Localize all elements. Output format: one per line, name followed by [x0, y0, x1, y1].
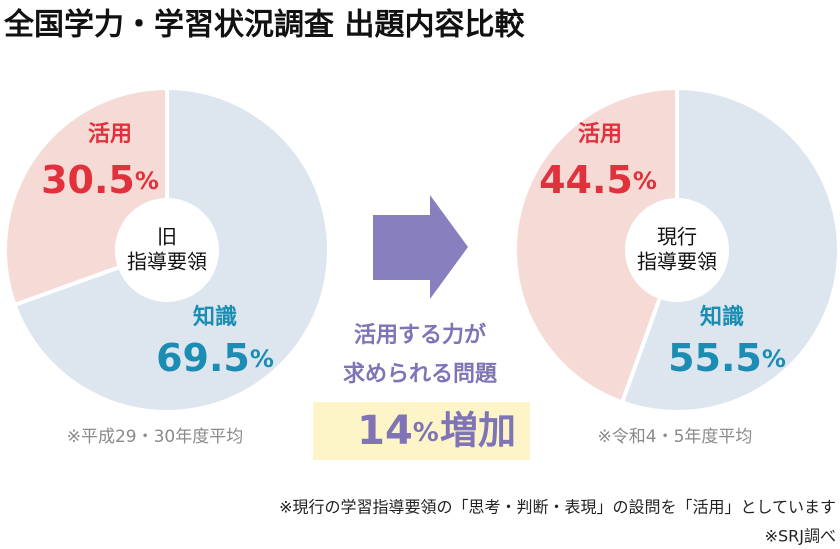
value-label: 55.5% [668, 336, 786, 380]
category-label: 知識 [700, 304, 744, 330]
center-label: 指導要領 [127, 250, 207, 274]
pie-note: ※平成29・30年度平均 [67, 427, 244, 447]
pie-slice [513, 85, 679, 405]
category-label: 活用 [88, 122, 132, 147]
arrow-text: 求められる問題 [343, 362, 498, 387]
callout-text: 増加 [440, 409, 516, 453]
footnote: ※SRJ調べ [765, 527, 836, 546]
center-label: 旧 [157, 225, 177, 249]
center-label: 現行 [657, 225, 697, 249]
callout-box [313, 402, 530, 460]
footnote: ※現行の学習指導要領の「思考・判断・表現」の設問を「活用」としています [279, 498, 836, 517]
arrow [373, 195, 468, 299]
value-label: 69.5% [156, 336, 274, 380]
title: 全国学力・学習状況調査 出題内容比較 [3, 8, 525, 43]
value-label: 44.5% [539, 158, 657, 202]
center-label: 指導要領 [637, 250, 717, 274]
pie-note: ※令和4・5年度平均 [598, 427, 753, 447]
donut-hole [115, 198, 219, 302]
arrow-text: 活用する力が [354, 322, 486, 348]
category-label: 活用 [578, 122, 622, 147]
pie-slice [619, 85, 840, 414]
donut-hole [625, 198, 729, 302]
value-label: 30.5% [41, 158, 159, 202]
callout-value: 14% [357, 408, 439, 454]
category-label: 知識 [193, 304, 237, 330]
